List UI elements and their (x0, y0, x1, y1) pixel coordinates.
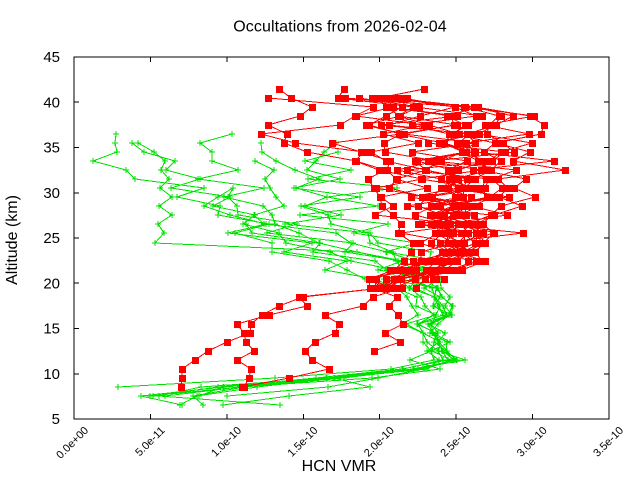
svg-text:25: 25 (43, 230, 60, 247)
svg-text:15: 15 (43, 321, 60, 338)
svg-text:35: 35 (43, 140, 60, 157)
svg-text:10: 10 (43, 366, 60, 383)
svg-text:30: 30 (43, 185, 60, 202)
svg-text:Altitude (km): Altitude (km) (4, 195, 21, 285)
svg-text:20: 20 (43, 275, 60, 292)
svg-text:HCN VMR: HCN VMR (302, 458, 377, 475)
svg-text:5: 5 (52, 411, 60, 428)
svg-text:40: 40 (43, 95, 60, 112)
svg-text:45: 45 (43, 49, 60, 66)
svg-text:Occultations from 2026-02-04: Occultations from 2026-02-04 (233, 19, 447, 36)
